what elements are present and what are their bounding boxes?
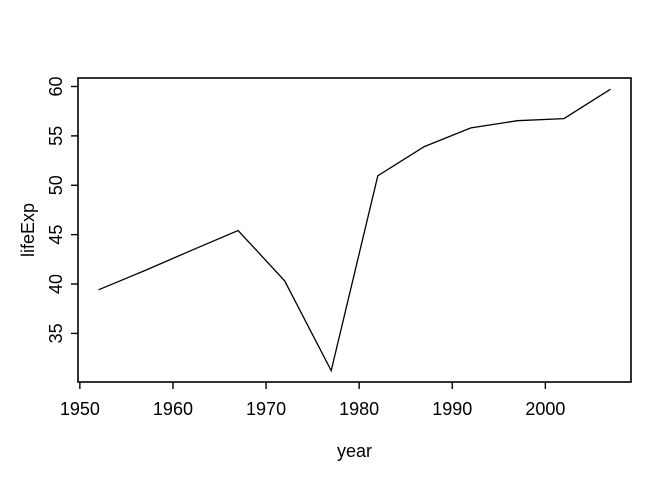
x-tick-label: 1980 xyxy=(339,399,379,419)
data-line xyxy=(98,88,611,373)
x-tick-label: 2000 xyxy=(525,399,565,419)
plot-frame xyxy=(77,77,632,383)
y-tick-label: 60 xyxy=(46,76,66,96)
y-tick-label: 45 xyxy=(46,225,66,245)
y-axis: 35 40 45 50 55 60 xyxy=(46,76,78,343)
x-tick-label: 1950 xyxy=(60,399,100,419)
x-tick-label: 1970 xyxy=(246,399,286,419)
x-axis-title: year xyxy=(337,441,372,461)
y-axis-title: lifeExp xyxy=(18,203,38,257)
x-axis: 1950 1960 1970 1980 1990 2000 xyxy=(60,382,565,419)
y-tick-label: 55 xyxy=(46,126,66,146)
y-tick-label: 40 xyxy=(46,274,66,294)
x-tick-label: 1960 xyxy=(153,399,193,419)
y-tick-label: 35 xyxy=(46,323,66,343)
x-tick-label: 1990 xyxy=(432,399,472,419)
y-tick-label: 50 xyxy=(46,175,66,195)
